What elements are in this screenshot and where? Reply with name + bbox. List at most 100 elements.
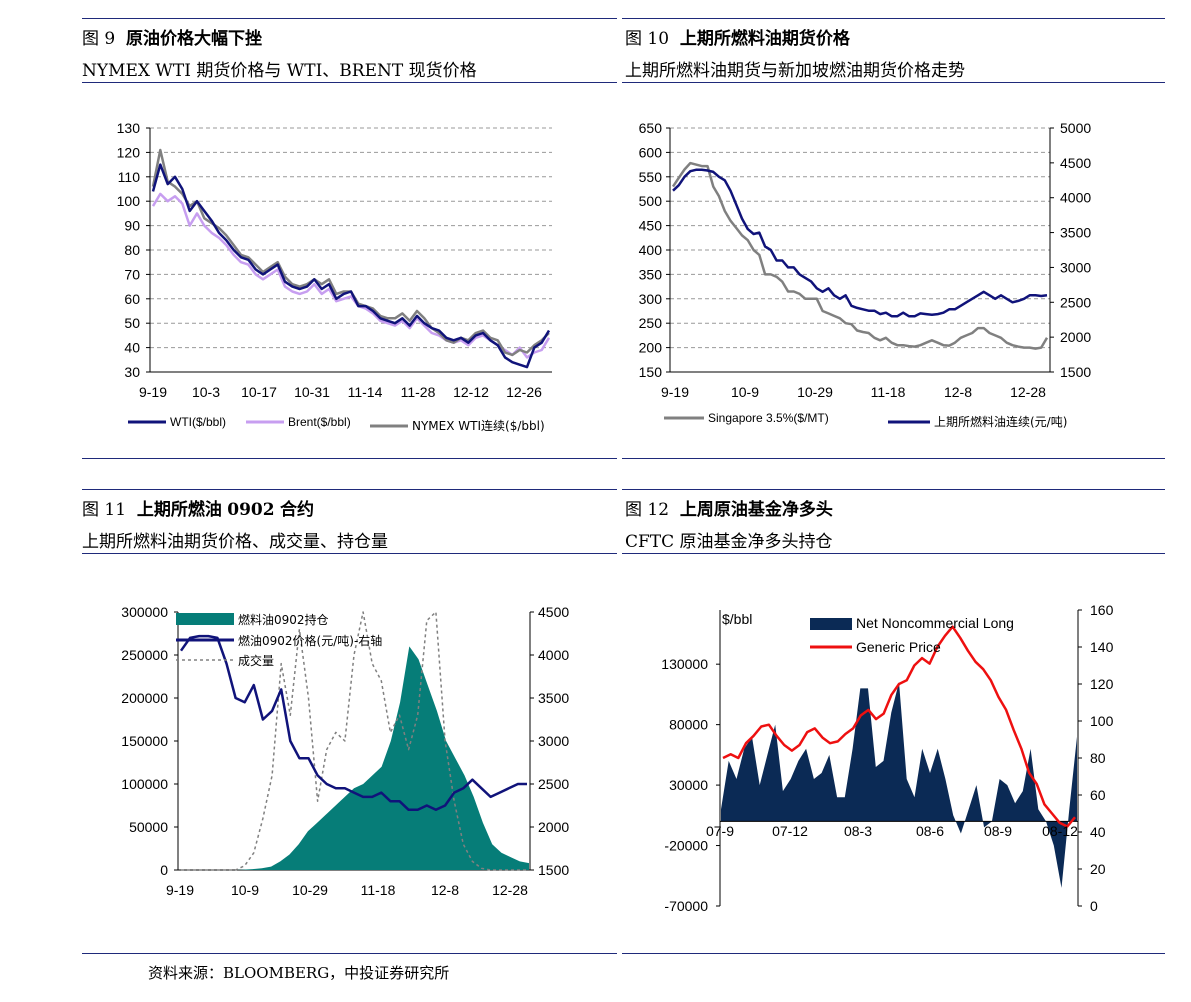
fig12-series-net-long-area xyxy=(721,682,1077,888)
fig12-right-tick-label: 40 xyxy=(1090,824,1106,840)
fig9-x-tick-label: 10-31 xyxy=(294,384,330,400)
fig9-left-tick-label: 70 xyxy=(124,266,140,282)
fig11-subtitle: 上期所燃料油期货价格、成交量、持仓量 xyxy=(82,532,388,552)
fig10-x-tick-label: 12-8 xyxy=(944,384,972,400)
fig11-left-tick-label: 0 xyxy=(160,862,168,878)
fig12-legend-net-long-label: Net Noncommercial Long xyxy=(856,615,1014,631)
fig12-header-rule xyxy=(622,553,1165,554)
fig12-right-tick-label: 20 xyxy=(1090,861,1106,877)
fig11-right-tick-label: 1500 xyxy=(538,862,569,878)
fig12-subtitle: CFTC 原油基金净多头持仓 xyxy=(625,532,833,552)
fig10-x-tick-label: 11-18 xyxy=(871,384,906,400)
fig10-x-tick-label: 10-29 xyxy=(797,384,833,400)
source-note: 资料来源：BLOOMBERG，中投证券研究所 xyxy=(148,964,450,982)
fig11-left-tick-label: 250000 xyxy=(121,647,168,663)
fig11-x-tick-label: 12-8 xyxy=(431,882,459,898)
fig10-left-tick-label: 300 xyxy=(639,291,663,307)
fig12-right-tick-label: 140 xyxy=(1090,639,1114,655)
fig9-left-tick-label: 50 xyxy=(124,315,140,331)
fig11-series-open-interest-area xyxy=(179,646,529,870)
fig12-number: 图 12 xyxy=(625,500,670,520)
fig10-legend-singapore-label: Singapore 3.5%($/MT) xyxy=(708,411,829,425)
fig11-legend-open-interest-swatch xyxy=(176,613,234,625)
fig9-series-brent-line xyxy=(151,192,551,359)
fig10-legend-shfe-label: 上期所燃料油连续(元/吨) xyxy=(934,414,1067,429)
fig10-title-text: 上期所燃料油期货价格 xyxy=(679,29,850,49)
fig11-right-tick-label: 3500 xyxy=(538,690,569,706)
fig12-right-tick-label: 100 xyxy=(1090,713,1114,729)
mid-rule-right xyxy=(622,458,1165,459)
fig9-x-tick-label: 9-19 xyxy=(139,384,167,400)
fig9-legend-brent-label: Brent($/bbl) xyxy=(288,415,351,429)
fig12-left-tick-label: 30000 xyxy=(669,777,708,793)
fig10-title: 图 10 上期所燃料油期货价格 xyxy=(625,24,850,49)
fig10-left-tick-label: 400 xyxy=(639,242,663,258)
fig9-left-tick-label: 90 xyxy=(124,218,140,234)
fig10-left-tick-label: 500 xyxy=(639,193,663,209)
fig11-left-tick-label: 50000 xyxy=(129,819,168,835)
fig11-x-tick-label: 10-29 xyxy=(292,882,328,898)
fig10-header-rule xyxy=(622,82,1165,83)
fig12-x-tick-label: 08-3 xyxy=(844,823,872,839)
fig9-legend-nymex-label: NYMEX WTI连续($/bbl) xyxy=(412,418,545,433)
fig9-left-tick-label: 130 xyxy=(117,120,141,136)
fig12-left-tick-label: 130000 xyxy=(661,656,708,672)
fig10-right-tick-label: 4000 xyxy=(1060,190,1091,206)
fig9-left-tick-label: 60 xyxy=(124,291,140,307)
fig12-left-tick-label: -70000 xyxy=(664,898,708,914)
fig12-x-tick-label: 08-12 xyxy=(1042,823,1078,839)
fig9-left-tick-label: 120 xyxy=(117,144,141,160)
fig10-x-tick-label: 9-19 xyxy=(661,384,689,400)
fig12-legend-price-label: Generic Price xyxy=(856,639,941,655)
fig9-left-tick-label: 30 xyxy=(124,364,140,380)
fig10-right-tick-label: 5000 xyxy=(1060,120,1091,136)
fig11-left-tick-label: 150000 xyxy=(121,733,168,749)
fig10-left-tick-label: 250 xyxy=(639,315,663,331)
bottom-rule-left xyxy=(82,953,617,954)
fig11-series-volume-line xyxy=(181,611,527,871)
fig12-right-tick-label: 120 xyxy=(1090,676,1114,692)
fig10-left-tick-label: 550 xyxy=(639,169,663,185)
fig10-right-tick-label: 2000 xyxy=(1060,329,1091,345)
fig11-right-tick-label: 4000 xyxy=(538,647,569,663)
fig9-title-text: 原油价格大幅下挫 xyxy=(126,29,263,49)
bottom-rule-right xyxy=(622,953,1165,954)
fig12-y-unit-label: $/bbl xyxy=(722,611,752,627)
fig9-left-tick-label: 100 xyxy=(117,193,141,209)
fig11-legend-open-interest-label: 燃料油0902持仓 xyxy=(238,612,329,627)
fig11-title-tail: 合约 xyxy=(280,500,314,520)
fig12-title-text: 上周原油基金净多头 xyxy=(679,500,833,520)
fig9-x-tick-label: 11-14 xyxy=(348,384,383,400)
fig12-right-tick-label: 160 xyxy=(1090,602,1114,618)
fig10-right-tick-label: 2500 xyxy=(1060,294,1091,310)
fig9-header-rule xyxy=(82,82,617,83)
fig12-left-tick-label: -20000 xyxy=(664,838,708,854)
fig11-left-tick-label: 300000 xyxy=(121,604,168,620)
fig12-title: 图 12 上周原油基金净多头 xyxy=(625,495,833,520)
mid-rule2-right xyxy=(622,489,1165,490)
fig11-legend-price-label: 燃油0902价格(元/吨)-右轴 xyxy=(238,633,382,648)
fig11-left-tick-label: 200000 xyxy=(121,690,168,706)
fig11-x-tick-label: 9-19 xyxy=(166,882,194,898)
fig9-x-tick-label: 10-17 xyxy=(241,384,277,400)
fig9-series-wti-line xyxy=(151,163,551,369)
fig11-x-tick-label: 11-18 xyxy=(361,882,396,898)
fig9-title: 图 9 原油价格大幅下挫 xyxy=(82,24,262,49)
fig11-right-tick-label: 3000 xyxy=(538,733,569,749)
fig10-right-tick-label: 3000 xyxy=(1060,259,1091,275)
fig10-right-tick-label: 4500 xyxy=(1060,155,1091,171)
fig9-number: 图 9 xyxy=(82,29,116,49)
fig11-x-tick-label: 12-28 xyxy=(492,882,528,898)
fig11-left-tick-label: 100000 xyxy=(121,776,168,792)
fig12-legend-net-long-swatch xyxy=(810,618,852,630)
fig9-left-tick-label: 110 xyxy=(118,169,141,185)
fig12-x-tick-label: 08-6 xyxy=(916,823,944,839)
fig10-subtitle: 上期所燃料油期货与新加坡燃油期货价格走势 xyxy=(625,61,965,81)
fig9-subtitle: NYMEX WTI 期货价格与 WTI、BRENT 现货价格 xyxy=(82,61,477,81)
fig10-left-tick-label: 600 xyxy=(639,144,663,160)
fig11-header-rule xyxy=(82,553,617,554)
fig10-left-tick-label: 200 xyxy=(639,340,663,356)
fig10-series-singapore-line xyxy=(671,161,1049,350)
fig10-right-tick-label: 3500 xyxy=(1060,225,1091,241)
